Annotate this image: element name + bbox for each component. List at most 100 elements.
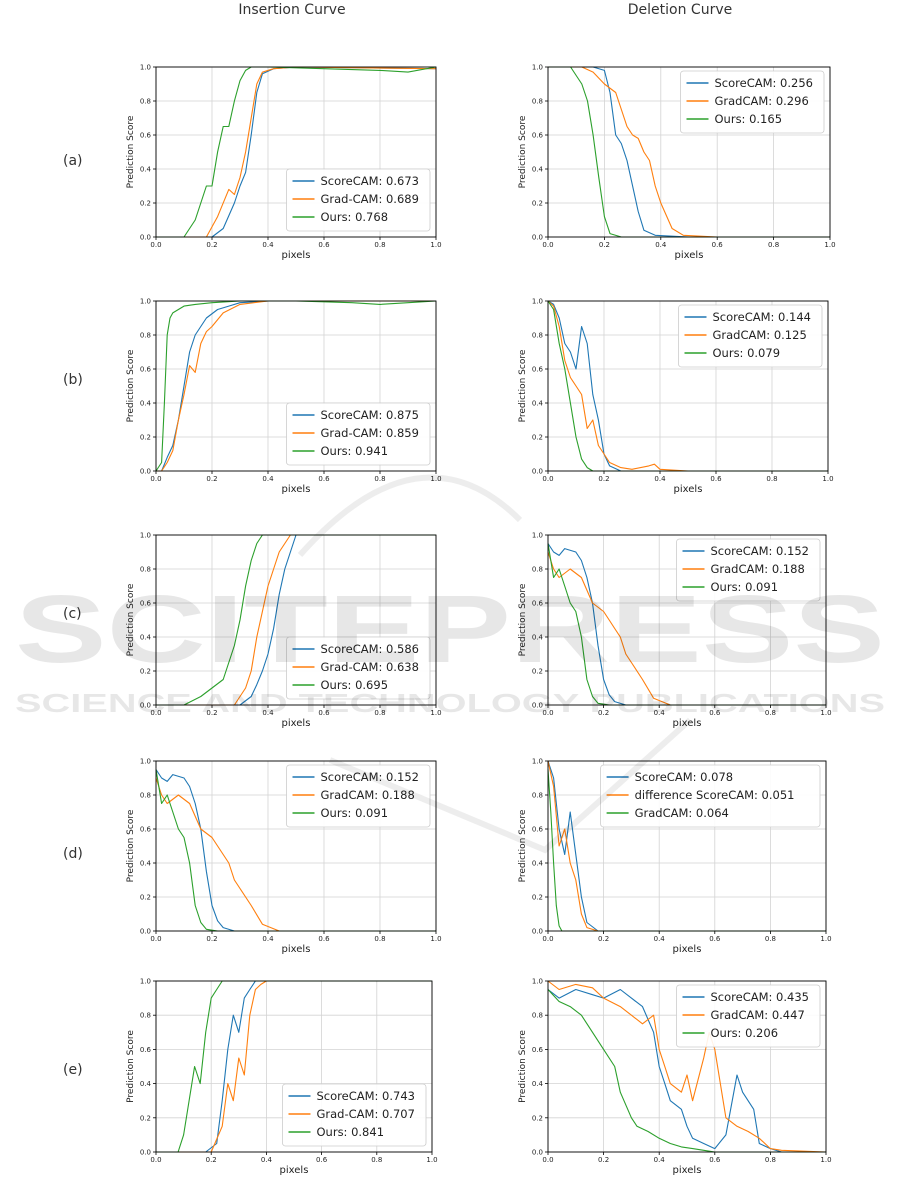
x-tick-label: 0.0 [542,1156,553,1164]
row-label-b: (b) [63,372,83,388]
y-tick-label: 1.0 [532,978,543,986]
row-label-d: (d) [63,846,83,862]
y-tick-label: 1.0 [140,758,151,766]
x-tick-label: 1.0 [820,709,831,717]
axes-frame [547,534,827,706]
x-axis-label: pixels [282,484,311,495]
legend-entry: GradCAM: 0.125 [713,328,807,342]
y-tick-label: 0.0 [140,468,151,476]
y-tick-label: 0.8 [532,792,543,800]
x-tick-label: 1.0 [430,935,441,943]
x-tick-label: 0.0 [542,709,553,717]
x-tick-label: 0.4 [654,1156,666,1164]
legend-entry: Ours: 0.841 [317,1125,385,1139]
axes-frame [155,534,437,706]
y-tick-label: 0.6 [140,366,152,374]
legend: ScoreCAM: 0.144 GradCAM: 0.125 Ours: 0.079 [678,304,823,368]
y-tick-label: 0.6 [140,826,152,834]
chart-c-del: 0.0 0.2 0.4 0.6 0.8 1.0 0.0 0.2 0.4 0.6 0.8 1.0 pixe… [518,532,832,730]
y-tick-label: 0.6 [140,132,152,140]
legend-entry: GradCAM: 0.064 [635,806,729,820]
x-tick-label: 0.2 [206,1156,217,1164]
series-line-gradcam [155,777,436,932]
watermark-chevron [328,717,693,854]
legend-entry: ScoreCAM: 0.256 [715,76,813,90]
y-axis-label: Prediction Score [518,349,528,422]
x-axis-label: pixels [282,250,311,261]
y-axis-label: Prediction Score [126,349,136,422]
x-tick-label: 0.8 [765,1156,776,1164]
x-tick-label: 0.0 [150,475,161,483]
legend-box [286,636,431,700]
y-tick-label: 0.0 [140,928,151,936]
y-tick-label: 0.6 [532,366,544,374]
legend: ScoreCAM: 0.875 Grad-CAM: 0.859 Ours: 0.94… [286,402,431,466]
x-tick-label: 0.4 [262,935,274,943]
legend-entry: Ours: 0.165 [715,112,783,126]
x-axis-label: pixels [282,718,311,729]
series-line-grad-cam [156,66,437,238]
x-tick-label: 0.8 [374,935,385,943]
legend-entry: Ours: 0.091 [321,806,389,820]
legend: ScoreCAM: 0.152 GradCAM: 0.188 Ours: 0.091 [286,764,431,828]
x-tick-label: 0.4 [654,935,666,943]
y-tick-label: 0.8 [140,332,151,340]
y-tick-label: 0.4 [140,1080,152,1088]
series-line-grad-cam [156,980,432,1153]
series-line-gradcam [548,66,830,238]
chart-e-del: 0.0 0.2 0.4 0.6 0.8 1.0 0.0 0.2 0.4 0.6 0.8 1.0 pixe… [518,978,832,1177]
watermark-arc [297,474,523,557]
chart-a-ins: 0.0 0.2 0.4 0.6 0.8 1.0 0.0 0.2 0.4 0.6 0.8 1.0 pixe… [126,64,442,262]
y-tick-label: 1.0 [140,978,151,986]
y-axis-label: Prediction Score [126,115,136,188]
x-tick-label: 0.0 [542,935,553,943]
legend: ScoreCAM: 0.743 Grad-CAM: 0.707 Ours: 0.84… [282,1083,427,1147]
legend-entry: Ours: 0.206 [711,1026,779,1040]
axes-frame [547,300,829,472]
x-axis-label: pixels [673,718,702,729]
legend-entry: GradCAM: 0.447 [711,1008,805,1022]
x-tick-label: 0.4 [654,475,666,483]
legend-entry: ScoreCAM: 0.586 [321,642,419,656]
y-tick-label: 1.0 [532,532,543,540]
x-tick-label: 0.8 [374,241,385,249]
y-tick-label: 0.2 [140,1114,151,1122]
chart-a-del: 0.0 0.2 0.4 0.6 0.8 1.0 0.0 0.2 0.4 0.6 0.8 1.0 pixe… [518,64,836,262]
x-axis-label: pixels [674,484,703,495]
y-tick-label: 0.8 [140,792,151,800]
y-tick-label: 0.8 [532,332,543,340]
y-tick-label: 0.2 [140,200,151,208]
x-axis-label: pixels [280,1165,309,1176]
x-tick-label: 0.8 [371,1156,382,1164]
x-tick-label: 0.8 [374,475,385,483]
axes-frame [155,66,437,238]
y-tick-label: 0.4 [532,400,544,408]
y-tick-label: 0.4 [532,1080,544,1088]
legend-box [676,538,821,602]
axes-frame [547,760,827,932]
legend-entry: Grad-CAM: 0.638 [321,660,419,674]
x-tick-label: 0.0 [542,241,553,249]
legend-entry: Ours: 0.079 [713,346,781,360]
y-tick-label: 0.6 [532,132,544,140]
x-tick-label: 0.6 [318,475,330,483]
legend-entry: Ours: 0.695 [321,678,389,692]
x-tick-label: 0.6 [316,1156,328,1164]
row-label-e: (e) [63,1062,83,1078]
axes-frame [155,300,437,472]
legend-entry: difference ScoreCAM: 0.051 [635,788,795,802]
legend: ScoreCAM: 0.435 GradCAM: 0.447 Ours: 0.206 [676,984,821,1048]
legend-entry: Grad-CAM: 0.859 [321,426,419,440]
axes-frame [547,980,827,1153]
y-tick-label: 0.2 [532,434,543,442]
y-tick-label: 1.0 [140,298,151,306]
y-tick-label: 0.2 [140,668,151,676]
x-tick-label: 0.2 [598,475,609,483]
x-tick-label: 0.0 [150,935,161,943]
x-tick-label: 0.8 [765,709,776,717]
legend-entry: ScoreCAM: 0.144 [713,310,811,324]
x-tick-label: 1.0 [820,1156,831,1164]
deletion-column-title: Deletion Curve [628,2,732,18]
y-tick-label: 0.6 [532,826,544,834]
